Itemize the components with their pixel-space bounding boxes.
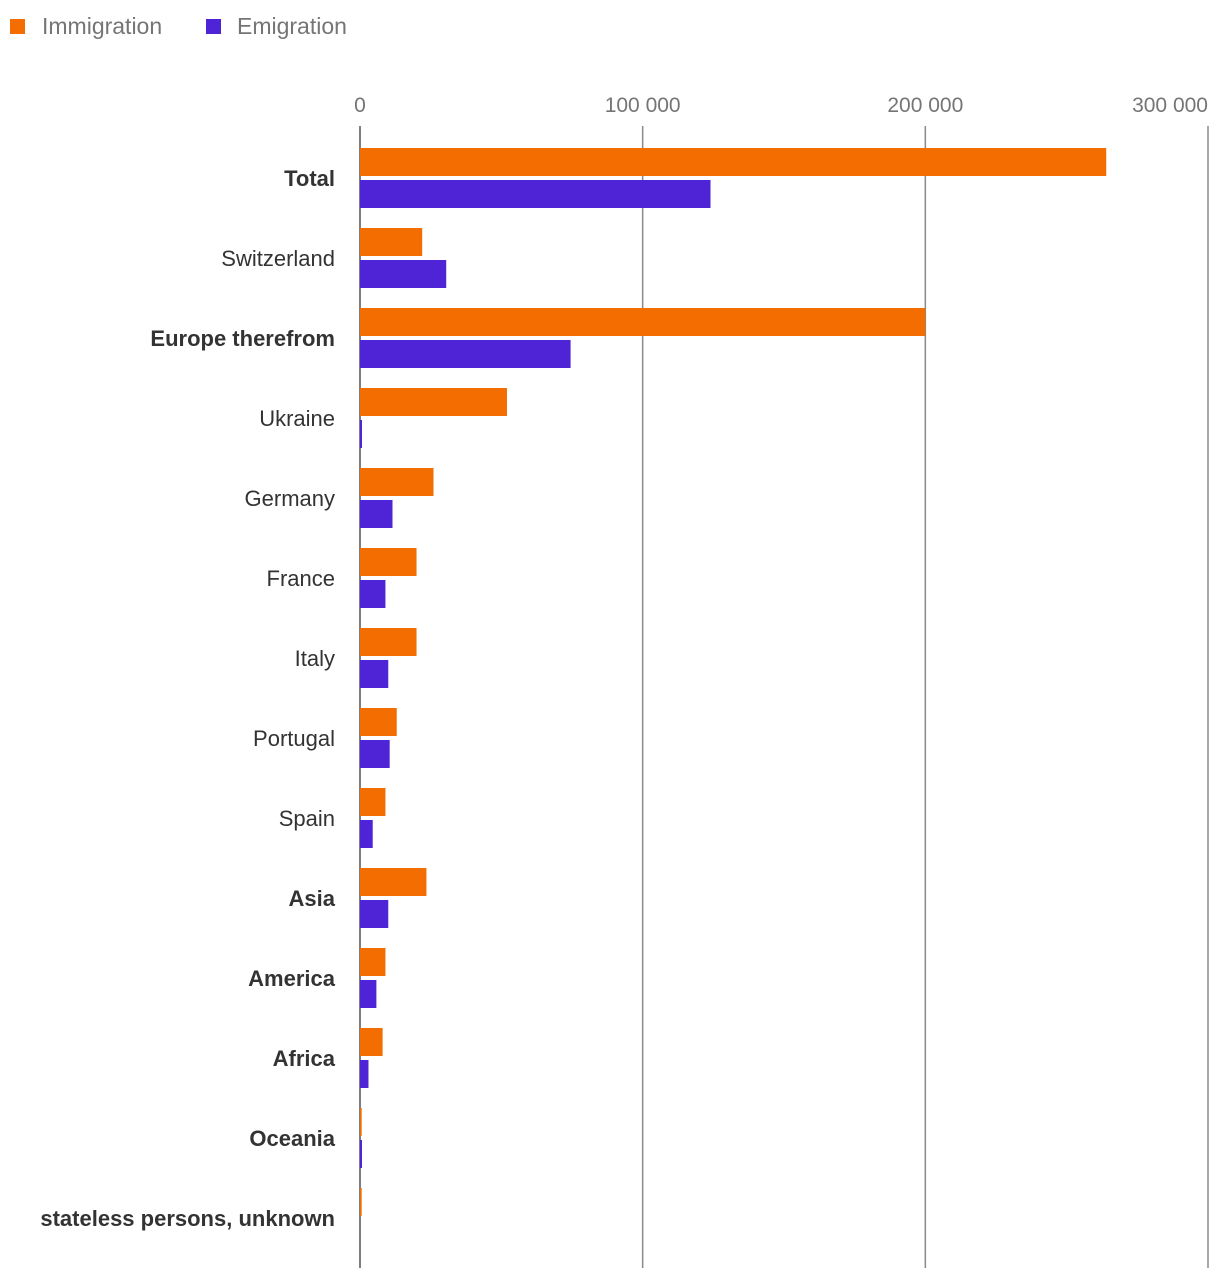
legend-label-emigration: Emigration [237, 13, 347, 39]
bar-immigration-2 [360, 308, 926, 336]
bar-immigration-11 [360, 1028, 383, 1056]
legend-swatch-immigration [10, 19, 25, 34]
bar-emigration-1 [360, 260, 447, 288]
bar-immigration-9 [360, 868, 427, 896]
bar-emigration-10 [360, 980, 377, 1008]
bar-immigration-10 [360, 948, 386, 976]
category-label-6: Italy [295, 646, 335, 671]
category-label-2: Europe therefrom [150, 326, 335, 351]
chart-gridlines [359, 126, 1209, 1268]
bar-emigration-2 [360, 340, 571, 368]
category-label-12: Oceania [249, 1126, 335, 1151]
bar-emigration-0 [360, 180, 711, 208]
category-label-11: Africa [273, 1046, 336, 1071]
x-tick-label-200000: 200 000 [887, 94, 963, 117]
category-label-9: Asia [289, 886, 336, 911]
bar-emigration-8 [360, 820, 373, 848]
chart-legend: Immigration Emigration [10, 13, 347, 39]
category-label-13: stateless persons, unknown [40, 1206, 335, 1231]
bar-emigration-6 [360, 660, 389, 688]
bar-emigration-5 [360, 580, 386, 608]
bar-immigration-3 [360, 388, 507, 416]
x-tick-label-300000: 300 000 [1132, 94, 1208, 117]
bar-immigration-6 [360, 628, 417, 656]
bar-emigration-4 [360, 500, 393, 528]
bar-emigration-7 [360, 740, 390, 768]
category-label-0: Total [284, 166, 335, 191]
x-tick-label-0: 0 [354, 94, 366, 117]
legend-label-immigration: Immigration [42, 13, 162, 39]
x-axis-ticks: 0 100 000 200 000 300 000 [354, 94, 1208, 117]
category-label-4: Germany [245, 486, 335, 511]
category-label-3: Ukraine [259, 406, 335, 431]
bar-immigration-4 [360, 468, 434, 496]
bar-emigration-11 [360, 1060, 369, 1088]
category-label-10: America [248, 966, 336, 991]
bar-immigration-12 [360, 1108, 362, 1136]
bar-immigration-0 [360, 148, 1107, 176]
bar-immigration-8 [360, 788, 386, 816]
category-label-7: Portugal [253, 726, 335, 751]
bar-emigration-3 [360, 420, 362, 448]
category-label-5: France [267, 566, 335, 591]
bar-immigration-7 [360, 708, 397, 736]
bar-immigration-5 [360, 548, 417, 576]
category-label-1: Switzerland [221, 246, 335, 271]
chart-bars [360, 148, 1107, 1216]
legend-swatch-emigration [206, 19, 221, 34]
bar-immigration-13 [360, 1188, 362, 1216]
x-tick-label-100000: 100 000 [605, 94, 681, 117]
bar-emigration-9 [360, 900, 389, 928]
bar-immigration-1 [360, 228, 423, 256]
category-label-8: Spain [279, 806, 335, 831]
category-labels: Total Switzerland Europe therefrom Ukraine G… [40, 166, 335, 1231]
bar-emigration-12 [360, 1140, 362, 1168]
